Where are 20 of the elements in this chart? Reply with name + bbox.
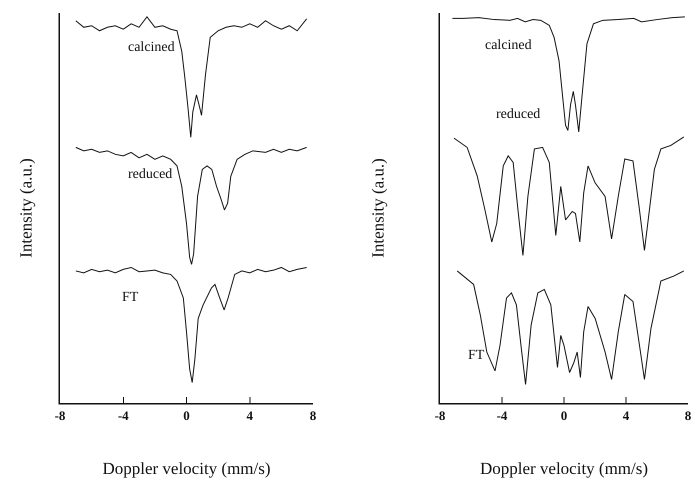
x-tick-label: 8 [684,408,692,424]
x-tick-label: 0 [560,408,568,424]
series-label: calcined [128,40,175,55]
x-tick-label: 4 [246,408,254,424]
series-label: reduced [496,107,540,122]
x-tick-label: -4 [118,408,130,424]
x-tick-label: -8 [54,408,66,424]
x-axis-title: Doppler velocity (mm/s) [480,459,648,478]
series-label: reduced [128,167,172,182]
series-label: calcined [485,38,532,53]
y-axis-title: Intensity (a.u.) [16,158,36,258]
x-tick-label: -4 [496,408,508,424]
x-axis-title: Doppler velocity (mm/s) [102,459,271,478]
series-label: FT [122,290,139,305]
x-tick-label: 8 [310,408,317,424]
x-tick-label: 4 [622,408,630,424]
x-tick-label: 0 [183,408,190,424]
series-label: FT [468,348,485,363]
x-tick-label: -8 [434,408,446,424]
y-axis-title: Intensity (a.u.) [368,158,388,258]
